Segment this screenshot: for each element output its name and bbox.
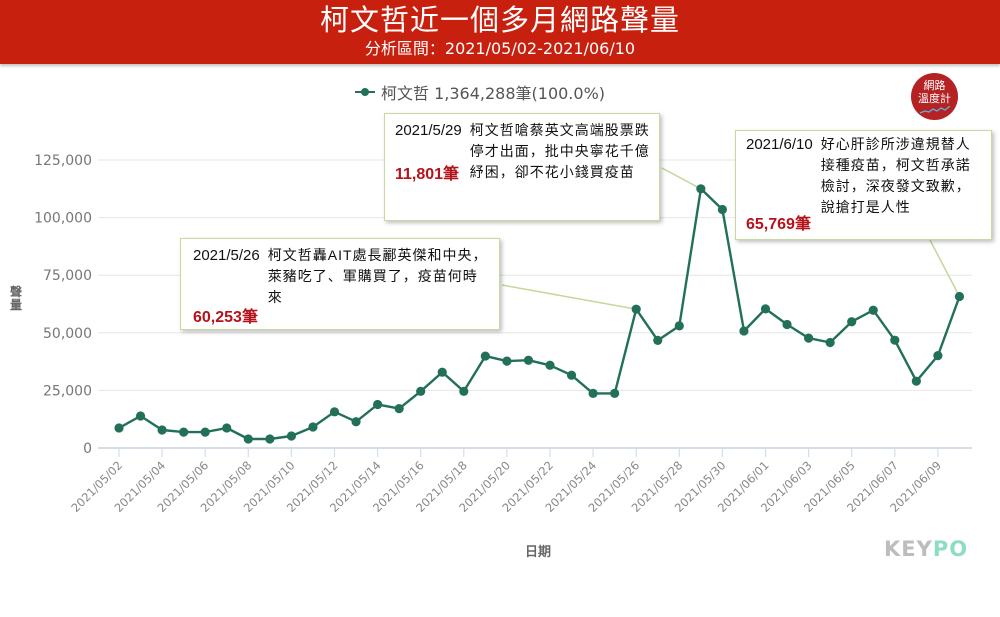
data-point (911, 376, 921, 386)
data-point (868, 305, 878, 315)
data-point (114, 423, 124, 433)
data-point (265, 434, 275, 444)
chart-title: 柯文哲近一個多月網路聲量 (319, 3, 680, 37)
data-point (459, 386, 469, 396)
y-tick-label: 75,000 (43, 268, 92, 284)
annotation-date: 2021/5/26 (193, 247, 260, 264)
data-point (179, 427, 189, 437)
annotation-0526: 2021/5/26 柯文哲轟AIT處長酈英傑和中央，萊豬吃了、軍購買了，疫苗何時… (180, 238, 500, 330)
annotation-0610: 2021/6/10 好心肝診所涉違規替人接種疫苗，柯文哲承諾檢討，深夜發文致歉，… (735, 130, 992, 240)
data-point (610, 388, 620, 398)
x-axis-label: 日期 (525, 545, 552, 560)
data-point (782, 319, 792, 330)
badge-line2: 溫度計 (918, 92, 951, 105)
data-point (329, 407, 340, 417)
data-point (222, 423, 232, 433)
data-point (351, 417, 361, 427)
data-point (135, 411, 146, 421)
badge-line1: 網路 (923, 79, 946, 92)
web-thermometer-badge: 網路 溫度計 (911, 73, 958, 120)
annotation-text: 柯文哲轟AIT處長酈英傑和中央，萊豬吃了、軍購買了，疫苗何時來 (267, 247, 488, 305)
data-point (804, 333, 814, 343)
y-tick-label: 0 (83, 441, 92, 457)
wave-chart-icon (919, 106, 950, 114)
annotation-text: 柯文哲嗆蔡英文高端股票跌停才出面，批中央寧花千億紓困，卻不花小錢買疫苗 (469, 122, 650, 180)
line-marker-icon (355, 87, 375, 97)
data-point (674, 321, 684, 331)
header-banner: 柯文哲近一個多月網路聲量 分析區間：2021/05/02-2021/06/10 (0, 0, 1000, 64)
data-point (631, 304, 641, 314)
data-point (954, 291, 965, 302)
data-point (890, 335, 900, 345)
annotation-connector (929, 239, 961, 297)
data-point (717, 204, 728, 215)
annotation-count: 11,801筆 (395, 166, 460, 183)
data-point (588, 388, 598, 398)
data-point (394, 404, 404, 414)
data-point (373, 399, 383, 410)
data-point (696, 184, 706, 194)
data-point (739, 326, 749, 336)
data-point (760, 304, 771, 314)
legend-item[interactable]: 柯文哲 1,364,288筆(100.0%) (355, 80, 605, 104)
data-point (653, 335, 663, 346)
annotation-connector (501, 284, 637, 310)
data-point (545, 360, 555, 370)
annotation-count: 65,769筆 (746, 216, 811, 233)
data-point (502, 356, 512, 366)
chart-subtitle: 分析區間：2021/05/02-2021/06/10 (364, 39, 636, 58)
data-point (825, 337, 835, 348)
data-point (243, 434, 253, 444)
data-point (933, 351, 943, 361)
data-point (286, 431, 296, 441)
data-point (480, 351, 490, 361)
annotation-text: 好心肝診所涉違規替人接種疫苗，柯文哲承諾檢討，深夜發文致歉，說搶打是人性 (820, 136, 971, 215)
y-tick-label: 25,000 (43, 383, 92, 399)
annotation-date: 2021/6/10 (746, 136, 813, 153)
data-point (847, 317, 857, 327)
annotation-connector (661, 167, 702, 190)
data-point (523, 355, 534, 365)
keypo-logo: KEYPO (884, 537, 969, 561)
y-tick-label: 125,000 (34, 153, 92, 169)
y-tick-label: 50,000 (43, 326, 92, 342)
y-tick-label: 100,000 (34, 211, 92, 227)
data-point (157, 425, 167, 435)
annotation-0529: 2021/5/29 柯文哲嗆蔡英文高端股票跌停才出面，批中央寧花千億紓困，卻不花… (384, 113, 660, 221)
data-point (566, 370, 577, 380)
data-point (437, 367, 447, 377)
annotation-count: 60,253筆 (193, 309, 258, 326)
data-point (200, 427, 210, 437)
data-point (308, 422, 318, 432)
series-line (118, 187, 961, 441)
annotation-date: 2021/5/29 (395, 122, 462, 139)
data-point (416, 386, 426, 396)
y-axis-label: 聲量 (10, 285, 23, 312)
legend-label: 柯文哲 1,364,288筆(100.0%) (381, 84, 606, 103)
